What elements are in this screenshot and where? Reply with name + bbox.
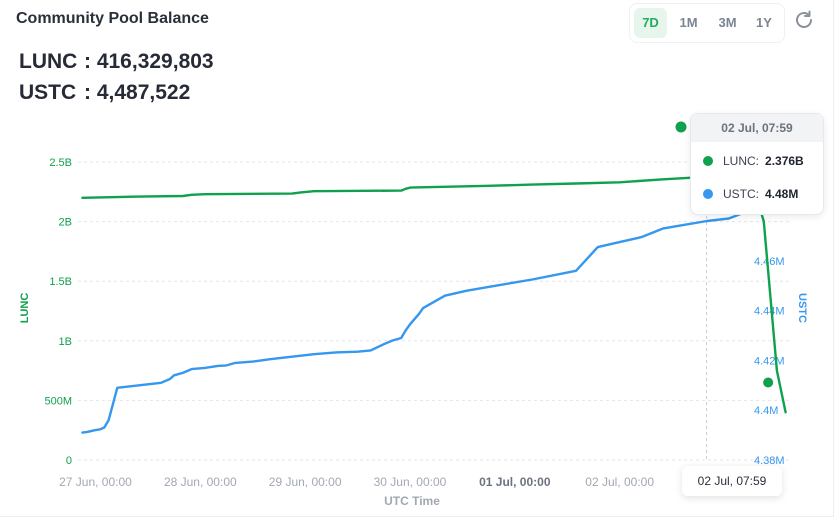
range-1m-button[interactable]: 1M: [679, 15, 698, 30]
y-right-tick-label: 4.4M: [754, 405, 778, 417]
tooltip-row-lunc: LUNC: 2.376B: [703, 154, 804, 168]
refresh-icon[interactable]: [792, 8, 816, 32]
lunc-symbol: LUNC: [19, 50, 78, 73]
x-hover-label: 02 Jul, 07:59: [682, 466, 782, 496]
ustc-balance: USTC : 4,487,522: [19, 81, 190, 105]
range-7d-button[interactable]: 7D: [634, 8, 667, 38]
range-1y-button[interactable]: 1Y: [756, 15, 772, 30]
series-line-lunc: [81, 175, 787, 414]
lunc-dot-icon: [703, 156, 713, 166]
page-title: Community Pool Balance: [16, 10, 209, 27]
y-right-tick-label: 4.42M: [754, 355, 785, 367]
lunc-point-marker: [763, 377, 774, 388]
tooltip-row-ustc: USTC: 4.48M: [703, 187, 798, 201]
range-3m-button[interactable]: 3M: [718, 15, 737, 30]
y-left-tick-label: 1.5B: [49, 276, 72, 288]
lunc-balance-value: : 416,329,803: [84, 50, 214, 73]
ustc-balance-value: : 4,487,522: [84, 81, 191, 104]
x-axis-title: UTC Time: [384, 494, 440, 508]
x-tick-label: 01 Jul, 00:00: [479, 475, 551, 489]
y-right-tick-label: 4.44M: [754, 306, 785, 318]
x-tick-label: 29 Jun, 00:00: [269, 475, 342, 489]
tooltip-lunc-label: LUNC:: [723, 154, 760, 168]
ustc-symbol: USTC: [19, 81, 77, 104]
lunc-balance: LUNC : 416,329,803: [19, 50, 214, 74]
y-left-tick-label: 1B: [59, 336, 72, 348]
tooltip-ustc-label: USTC:: [723, 187, 759, 201]
x-tick-label: 28 Jun, 00:00: [164, 475, 237, 489]
y-right-axis-title: USTC: [796, 293, 808, 323]
y-right-tick-label: 4.38M: [754, 455, 785, 467]
time-range-selector: 7D 1M 3M 1Y: [629, 3, 785, 43]
x-tick-label: 30 Jun, 00:00: [374, 475, 447, 489]
ustc-dot-icon: [703, 189, 713, 199]
tooltip-ustc-value: 4.48M: [765, 187, 799, 201]
series-line-ustc: [81, 207, 761, 434]
hover-tooltip: 02 Jul, 07:59 LUNC: 2.376B USTC: 4.48M: [690, 113, 824, 215]
y-left-tick-label: 500M: [44, 395, 72, 407]
tooltip-lunc-value: 2.376B: [765, 154, 804, 168]
y-left-tick-label: 2B: [59, 217, 72, 229]
tooltip-date: 02 Jul, 07:59: [691, 114, 823, 142]
x-tick-label: 02 Jul, 00:00: [585, 475, 654, 489]
y-left-axis-title: LUNC: [19, 293, 31, 324]
y-left-tick-label: 0: [66, 455, 72, 467]
y-right-tick-label: 4.46M: [754, 256, 785, 268]
x-tick-label: 27 Jun, 00:00: [59, 475, 132, 489]
y-left-tick-label: 2.5B: [49, 157, 72, 169]
lunc-hover-marker: [675, 121, 687, 133]
